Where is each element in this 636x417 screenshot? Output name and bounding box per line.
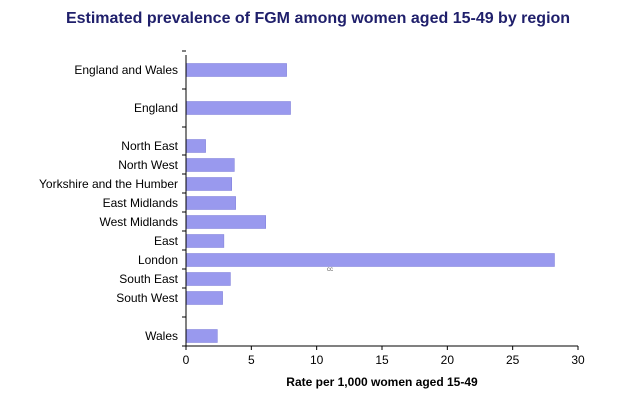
category-label-london: London (138, 253, 178, 267)
bar-england (185, 101, 291, 115)
x-tick-label: 0 (183, 353, 190, 367)
category-label-yorkshire-and-the-humber: Yorkshire and the Humber (39, 177, 178, 191)
x-tick-label: 25 (506, 353, 520, 367)
x-tick-label: 15 (375, 353, 389, 367)
bar-london (185, 253, 555, 267)
category-label-north-east: North East (121, 139, 178, 153)
x-axis-title: Rate per 1,000 women aged 15-49 (286, 375, 478, 389)
bar-yorkshire-and-the-humber (185, 177, 232, 191)
category-label-south-east: South East (119, 272, 178, 286)
category-label-east: East (154, 234, 179, 248)
x-tick-label: 5 (248, 353, 255, 367)
chart-annotation: cc (327, 267, 333, 273)
bar-north-east (185, 139, 206, 153)
bar-south-west (185, 291, 223, 305)
bar-north-west (185, 158, 235, 172)
x-tick-label: 20 (441, 353, 455, 367)
category-label-west-midlands: West Midlands (100, 215, 178, 229)
x-tick-label: 30 (571, 353, 585, 367)
category-label-england-and-wales: England and Wales (74, 63, 178, 77)
x-tick-label: 10 (310, 353, 324, 367)
category-label-north-west: North West (118, 158, 178, 172)
bar-wales (185, 329, 218, 343)
category-label-wales: Wales (145, 329, 178, 343)
bar-east (185, 234, 225, 248)
bar-east-midlands (185, 196, 236, 210)
category-label-england: England (134, 101, 178, 115)
chart-title: Estimated prevalence of FGM among women … (65, 10, 571, 27)
bar-west-midlands (185, 215, 266, 229)
bar-england-and-wales (185, 63, 287, 77)
bar-south-east (185, 272, 231, 286)
category-label-south-west: South West (116, 291, 178, 305)
category-label-east-midlands: East Midlands (103, 196, 178, 210)
